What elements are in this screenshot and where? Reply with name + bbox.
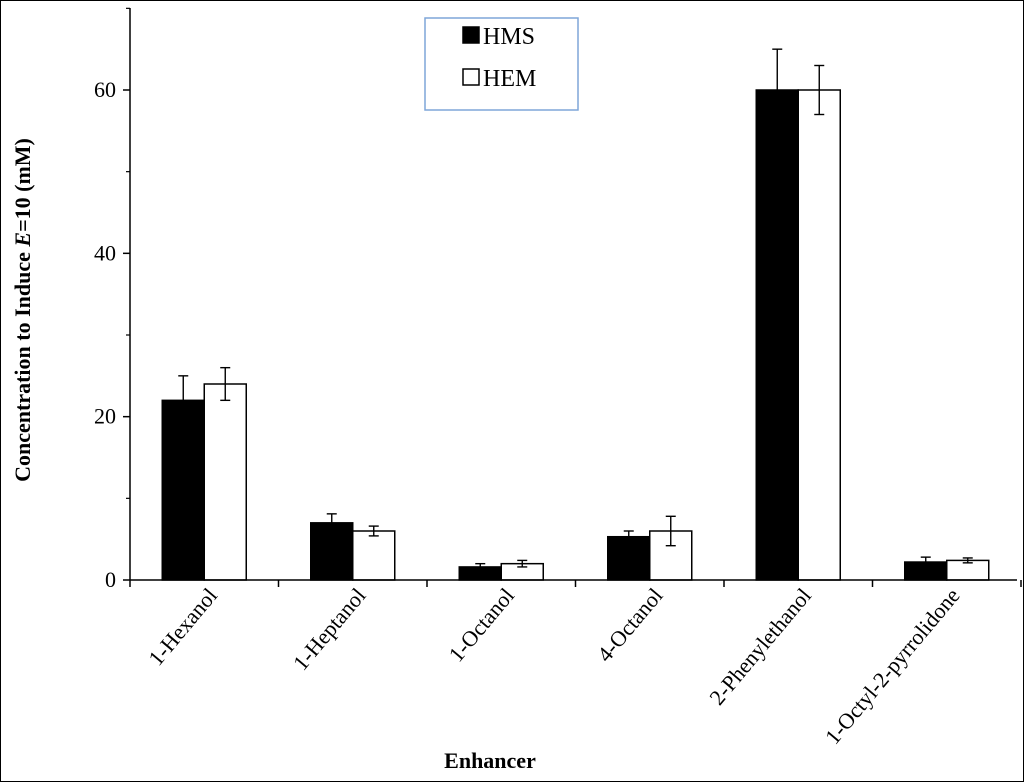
error-bar-hms bbox=[178, 375, 189, 426]
bar-hem bbox=[203, 383, 247, 581]
bar-hem bbox=[352, 530, 396, 581]
error-bar-hms bbox=[920, 556, 931, 568]
x-category-label: 1-Octyl-2-pyrrolidone bbox=[820, 583, 965, 749]
y-tick-label: 0 bbox=[105, 567, 116, 592]
legend-label-hem: HEM bbox=[483, 66, 536, 92]
y-axis-title: Concentration to Induce E=10 (mM) bbox=[10, 138, 35, 482]
error-bar-hem bbox=[517, 559, 528, 568]
error-bar-hem bbox=[220, 366, 231, 402]
y-axis-title-part: E bbox=[10, 232, 35, 248]
legend-label-hms: HMS bbox=[483, 24, 535, 50]
y-tick-label: 60 bbox=[94, 77, 116, 102]
y-axis-title-part: Concentration to Induce bbox=[10, 247, 35, 482]
error-bar-hms bbox=[475, 562, 486, 571]
x-axis-title: Enhancer bbox=[444, 748, 536, 773]
error-bar-hms bbox=[772, 48, 783, 132]
y-tick-label: 40 bbox=[94, 240, 116, 265]
error-bar-hem bbox=[962, 557, 973, 564]
bar-hem bbox=[797, 89, 841, 581]
legend-box bbox=[424, 17, 579, 111]
x-category-label: 1-Octanol bbox=[443, 583, 519, 666]
bar-hms bbox=[161, 399, 205, 581]
error-bars-layer bbox=[178, 48, 973, 571]
legend-swatch-hms bbox=[462, 26, 480, 44]
y-axis-title-part: =10 (mM) bbox=[10, 138, 35, 232]
bar-hms bbox=[755, 89, 799, 581]
legend: HMS HEM bbox=[424, 17, 579, 111]
x-category-label: 1-Hexanol bbox=[143, 583, 222, 670]
error-bar-hms bbox=[326, 513, 337, 533]
x-category-label: 4-Octanol bbox=[592, 583, 668, 666]
error-bar-hem bbox=[665, 515, 676, 547]
legend-entry-hms: HMS bbox=[462, 24, 535, 50]
axes-layer bbox=[123, 7, 1022, 587]
bars-layer bbox=[161, 89, 990, 581]
x-category-label: 1-Heptanol bbox=[288, 583, 371, 675]
legend-swatch-hem bbox=[462, 68, 480, 86]
x-category-label: 2-Phenylethanol bbox=[704, 583, 816, 710]
bar-hms bbox=[607, 535, 651, 581]
legend-entry-hem: HEM bbox=[462, 66, 536, 92]
error-bar-hms bbox=[623, 530, 634, 544]
error-bar-hem bbox=[368, 525, 379, 537]
error-bar-hem bbox=[814, 64, 825, 116]
y-tick-label: 20 bbox=[94, 404, 116, 429]
